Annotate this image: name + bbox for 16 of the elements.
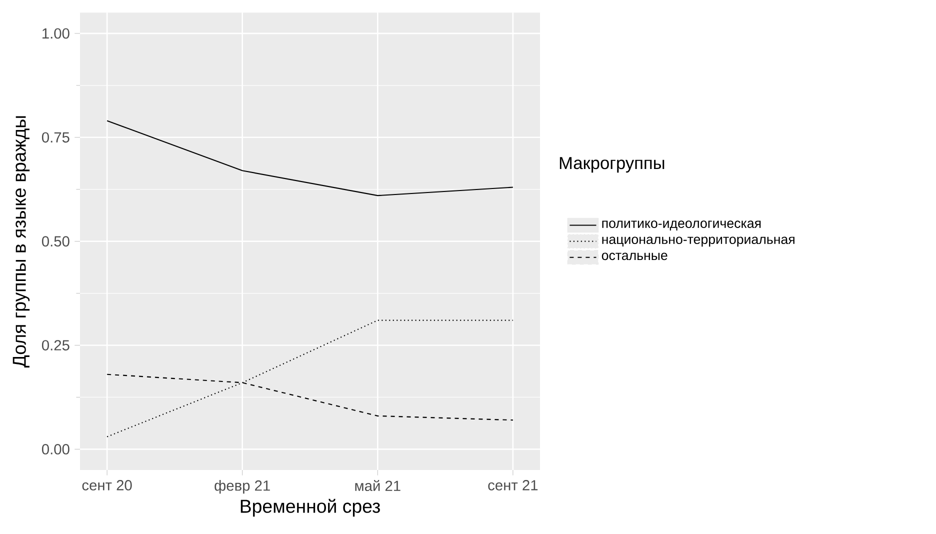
legend-label: политико-идеологическая xyxy=(602,220,761,231)
x-tick-label: февр 21 xyxy=(214,480,270,494)
y-tick-label: 0.25 xyxy=(42,340,70,350)
y-tick-label: 0.50 xyxy=(42,236,70,247)
x-axis-title: Временной срез xyxy=(240,498,380,517)
x-tick-label: май 21 xyxy=(355,480,400,492)
legend-label: национально-территориальная xyxy=(602,236,794,247)
y-tick-label: 1.00 xyxy=(42,28,70,39)
legend-label: остальные xyxy=(602,252,668,260)
x-tick-label: сент 20 xyxy=(82,480,132,490)
y-tick-label: 0.00 xyxy=(42,444,70,454)
y-axis-title: Доля группы в языке вражды xyxy=(12,116,30,368)
legend-title: Макрогруппы xyxy=(560,157,664,173)
line-series xyxy=(106,120,514,196)
y-tick-label: 0.75 xyxy=(42,132,70,143)
x-tick-label: сент 21 xyxy=(488,480,538,490)
